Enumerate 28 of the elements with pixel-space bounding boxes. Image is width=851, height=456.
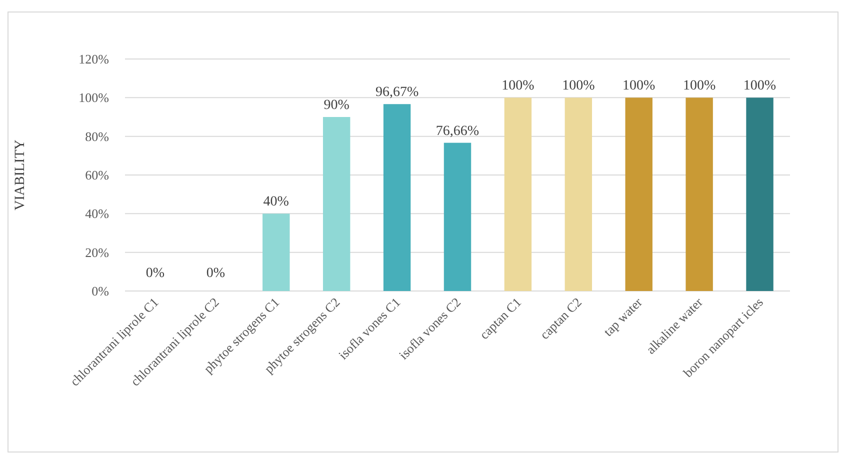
data-label: 90% [324, 98, 350, 113]
bar [564, 98, 592, 291]
data-label: 100% [682, 78, 716, 94]
bar [504, 98, 532, 291]
data-label: 96,67% [375, 85, 419, 100]
bar [444, 142, 472, 291]
data-label: 100% [743, 78, 776, 94]
y-tick-label: 100% [78, 90, 110, 106]
y-tick-label: 0% [92, 284, 110, 299]
bar [383, 104, 411, 291]
data-label: 100% [502, 78, 535, 94]
y-tick-label: 120% [78, 52, 110, 67]
bar [625, 98, 652, 291]
y-tick-label: 20% [85, 244, 110, 260]
data-label: 40% [263, 194, 290, 210]
bar [262, 214, 290, 291]
y-axis-title: VIABILITY [13, 140, 28, 210]
bar [746, 98, 774, 291]
data-label: 0% [206, 266, 226, 281]
bar [322, 117, 350, 291]
data-label: 100% [562, 78, 596, 94]
y-tick-label: 40% [85, 206, 110, 222]
data-label: 0% [146, 266, 165, 281]
y-tick-label: 60% [85, 168, 110, 183]
data-label: 100% [622, 78, 656, 94]
data-label: 76,66% [436, 124, 480, 139]
bar [686, 98, 713, 291]
y-tick-label: 80% [85, 128, 110, 144]
